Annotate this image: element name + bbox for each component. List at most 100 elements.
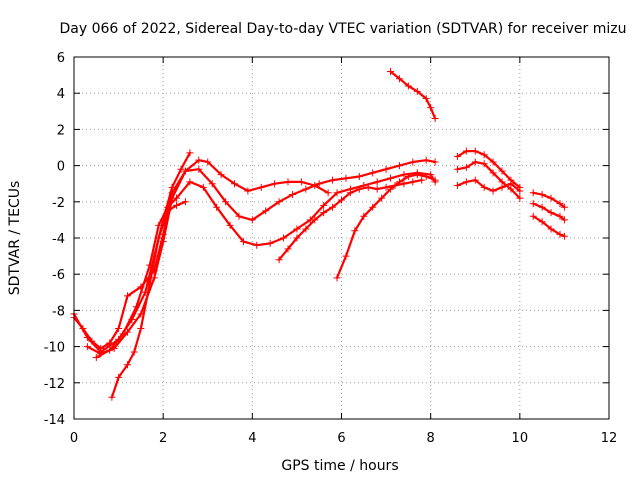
data-point — [235, 212, 243, 220]
data-point — [489, 169, 497, 177]
data-point — [560, 203, 568, 211]
x-tick-label: 4 — [248, 431, 256, 446]
data-point — [130, 348, 138, 356]
grid-lines — [74, 57, 609, 419]
data-point — [382, 183, 390, 191]
data-point — [181, 167, 189, 175]
data-point — [395, 162, 403, 170]
data-point — [280, 234, 288, 242]
data-point — [231, 180, 238, 188]
series-track-9 — [453, 147, 524, 191]
data-point — [329, 176, 337, 184]
data-point — [124, 292, 131, 300]
y-tick-label: -14 — [44, 413, 65, 428]
data-point — [199, 183, 207, 191]
data-point — [471, 176, 479, 184]
data-point — [462, 178, 470, 186]
data-point — [108, 393, 116, 401]
data-point — [333, 274, 341, 282]
data-point — [547, 194, 555, 202]
data-point — [404, 82, 412, 90]
data-point — [369, 203, 377, 211]
data-point — [88, 337, 96, 345]
y-tick-label: -12 — [44, 377, 65, 392]
data-point — [360, 212, 368, 220]
y-tick-label: -4 — [52, 232, 65, 247]
data-point — [155, 234, 163, 242]
data-point — [346, 189, 354, 197]
data-point — [333, 189, 341, 197]
data-point — [547, 209, 555, 217]
data-point — [422, 156, 430, 164]
data-point — [556, 230, 564, 238]
data-point — [489, 187, 497, 195]
data-point — [262, 207, 270, 215]
y-axis-ticks: -14 -12 -10 -8 -6 -4 -2 0 2 4 6 — [44, 51, 609, 428]
x-tick-label: 12 — [601, 431, 618, 446]
data-point — [413, 87, 421, 95]
data-point — [355, 172, 363, 180]
data-point — [342, 174, 350, 182]
y-tick-label: 2 — [57, 123, 65, 138]
x-tick-label: 0 — [70, 431, 78, 446]
data-point — [418, 176, 426, 184]
data-traces — [70, 67, 568, 401]
series-track-7 — [333, 171, 439, 282]
data-point — [257, 183, 265, 191]
data-point — [462, 163, 470, 171]
data-point — [302, 225, 310, 233]
data-point — [275, 198, 283, 206]
data-point — [132, 303, 140, 311]
data-point — [83, 343, 91, 351]
y-tick-label: -2 — [52, 196, 65, 211]
data-point — [208, 180, 216, 188]
data-point — [387, 185, 395, 193]
y-tick-label: -10 — [44, 341, 65, 356]
data-point — [320, 201, 328, 209]
series-track-5 — [108, 198, 189, 401]
data-point — [409, 158, 417, 166]
data-point — [453, 165, 461, 173]
data-point — [92, 353, 100, 361]
series-track-11 — [453, 176, 524, 195]
data-point — [427, 171, 435, 179]
data-point — [284, 178, 292, 186]
data-point — [489, 158, 497, 166]
data-point — [404, 172, 412, 180]
data-point — [155, 221, 163, 229]
data-point — [373, 185, 381, 193]
series-line — [110, 200, 187, 399]
y-tick-label: -6 — [52, 268, 65, 283]
data-point — [351, 227, 359, 235]
data-point — [173, 201, 181, 209]
data-point — [222, 198, 230, 206]
data-point — [453, 182, 461, 190]
x-tick-label: 6 — [337, 431, 345, 446]
y-tick-label: -8 — [52, 304, 65, 319]
x-tick-label: 8 — [427, 431, 435, 446]
data-point — [480, 160, 488, 168]
data-point — [266, 239, 274, 247]
data-point — [364, 183, 372, 191]
data-point — [538, 203, 546, 211]
x-tick-label: 2 — [159, 431, 167, 446]
data-point — [253, 241, 261, 249]
series-track-12 — [529, 189, 568, 211]
x-tick-label: 10 — [512, 431, 529, 446]
data-point — [556, 200, 564, 208]
data-point — [480, 183, 488, 191]
series-track-8 — [387, 67, 439, 123]
data-point — [400, 171, 408, 179]
series-track-6 — [275, 176, 426, 264]
data-point — [297, 178, 305, 186]
data-point — [186, 149, 194, 157]
data-point — [195, 165, 203, 173]
data-point — [226, 221, 234, 229]
data-point — [471, 147, 479, 155]
series-line — [95, 171, 437, 359]
chart-title: Day 066 of 2022, Sidereal Day-to-day VTE… — [60, 21, 627, 37]
data-point — [400, 180, 408, 188]
data-point — [516, 194, 524, 202]
data-point — [378, 194, 386, 202]
